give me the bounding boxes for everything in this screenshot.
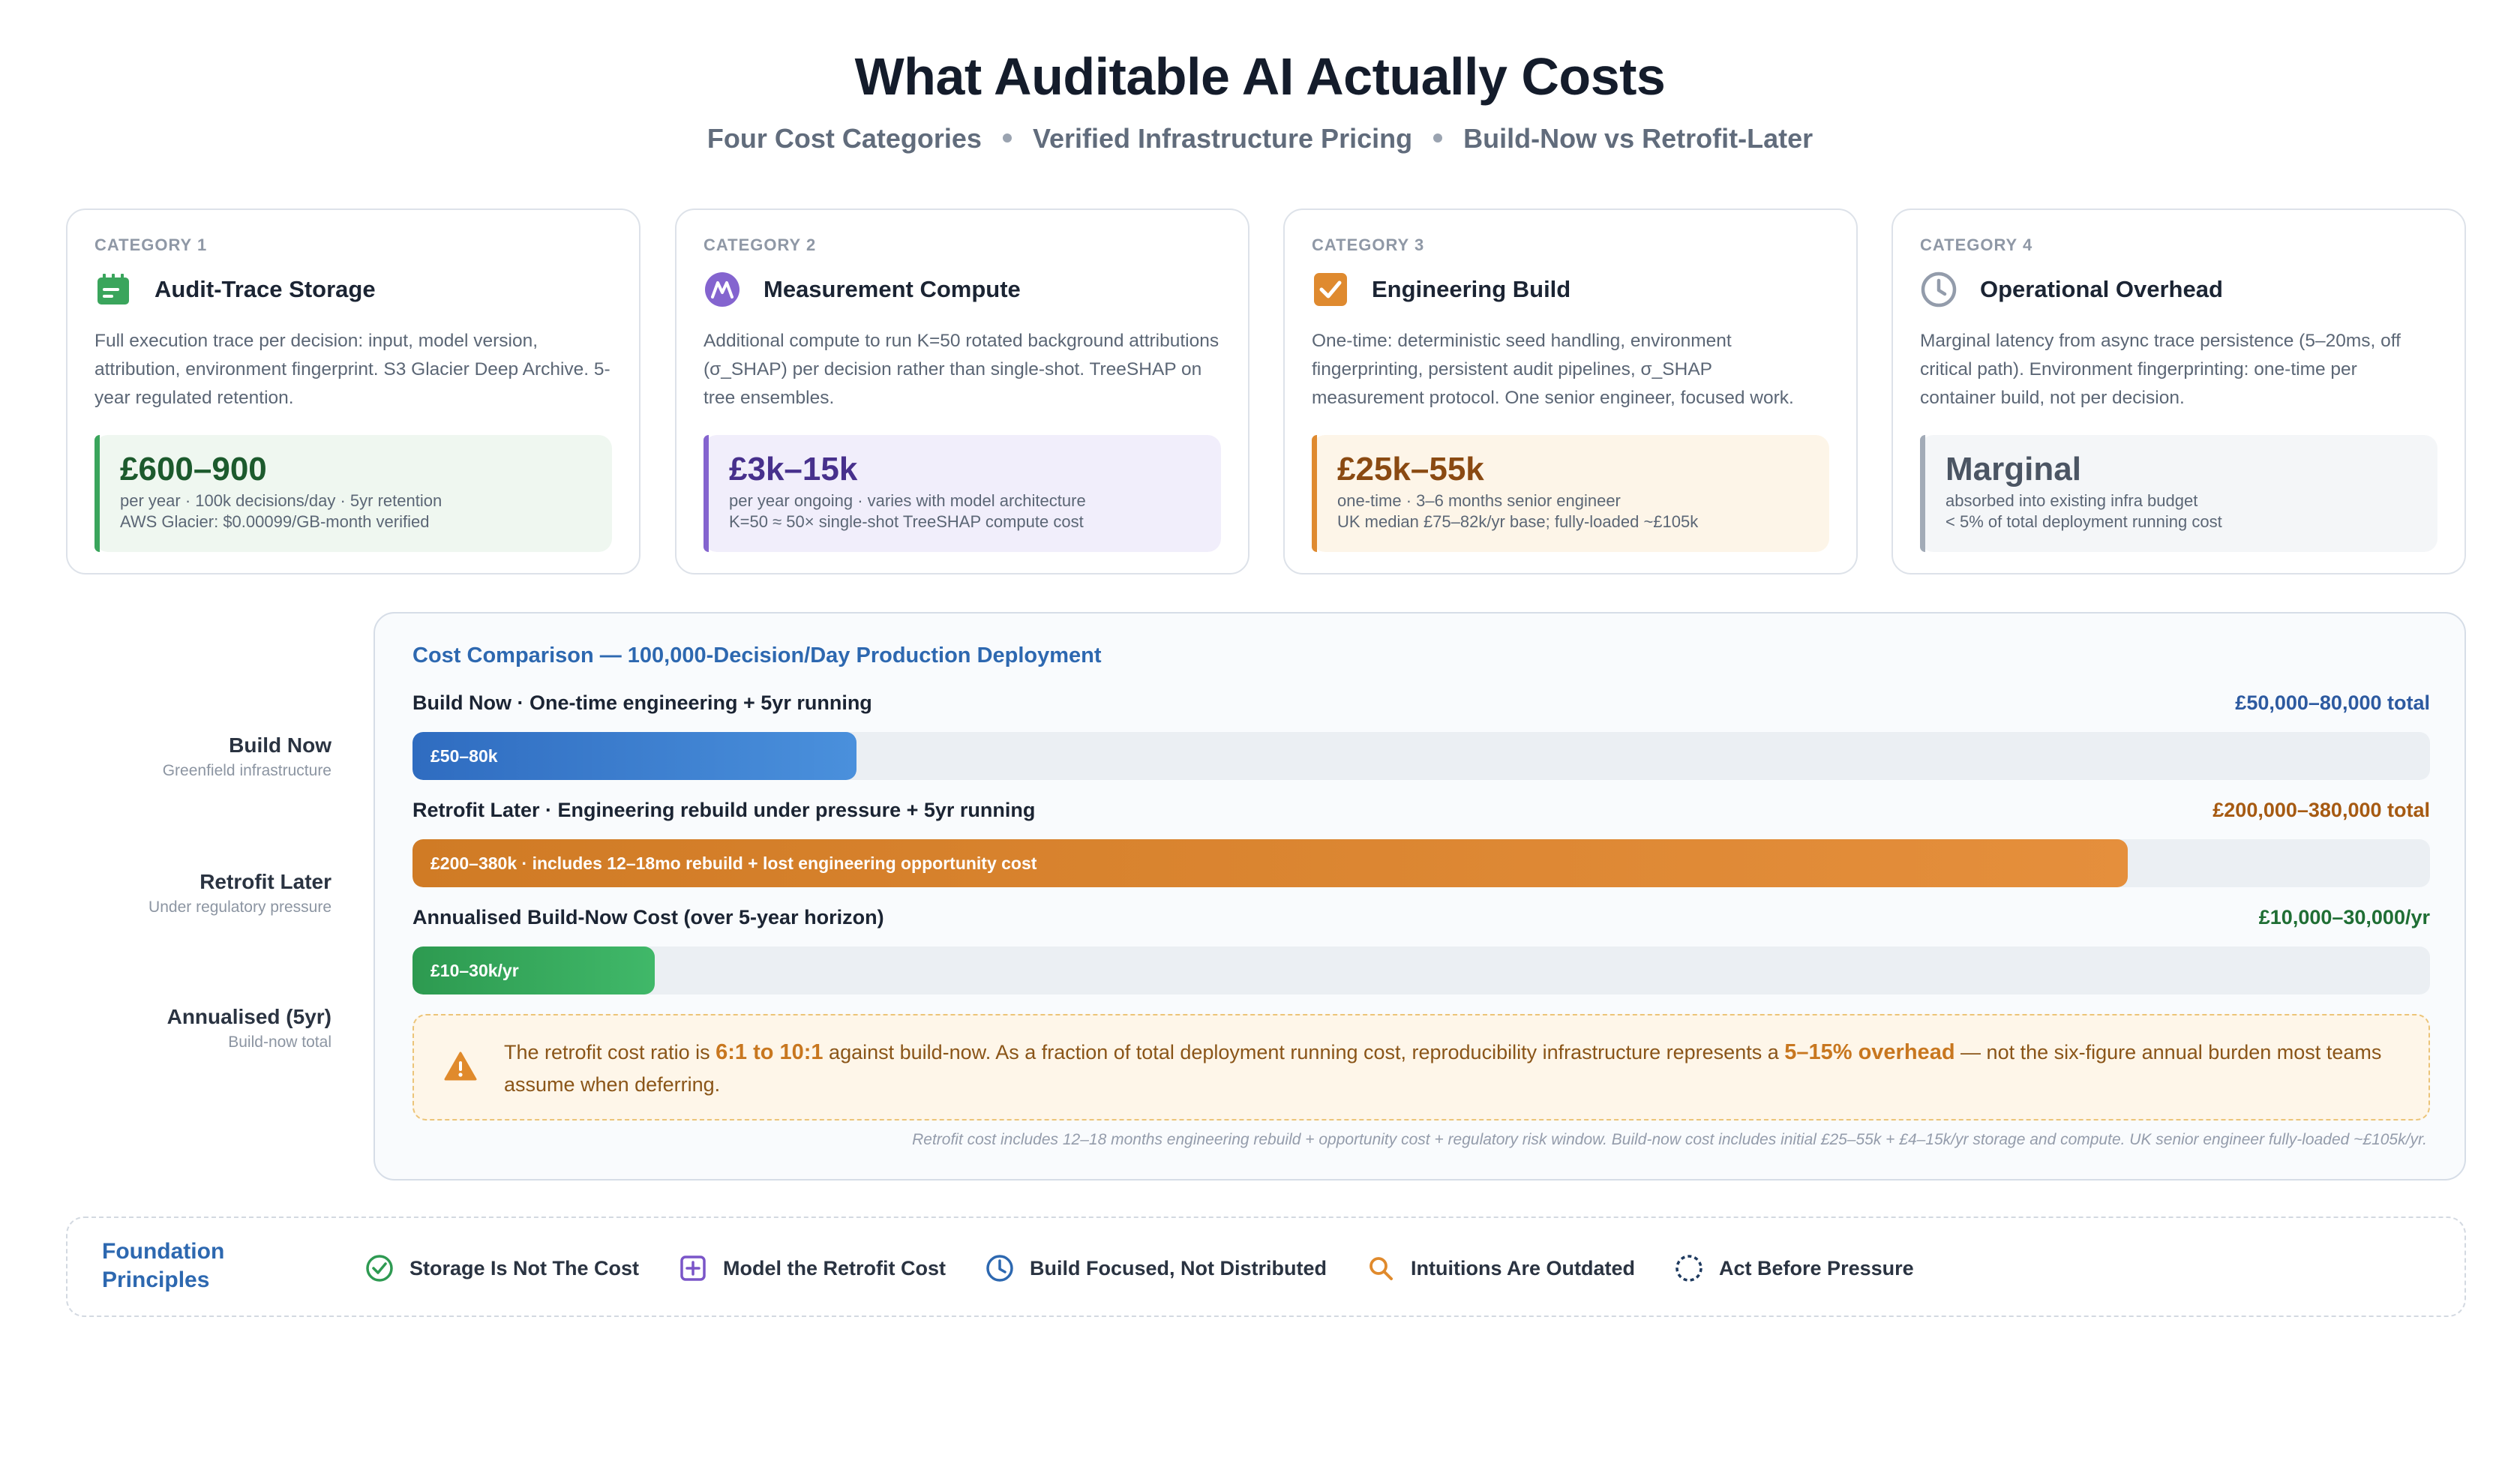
row-label-title: Annualised (5yr) bbox=[166, 1005, 332, 1028]
footnote: Retrofit cost includes 12–18 months engi… bbox=[912, 1131, 2427, 1148]
separator-dot bbox=[1433, 134, 1443, 143]
cost-detail: K=50 ≈ 50× single-shot TreeSHAP compute … bbox=[729, 512, 1084, 531]
compute-icon bbox=[704, 271, 741, 308]
cost-value: £25k–55k bbox=[1337, 451, 1484, 488]
cost-box: £25k–55k one-time · 3–6 months senior en… bbox=[1312, 435, 1829, 552]
category-label: CATEGORY 2 bbox=[704, 236, 817, 254]
clock-icon bbox=[1920, 271, 1958, 308]
category-title: Measurement Compute bbox=[764, 276, 1021, 302]
plus-square-icon bbox=[678, 1253, 708, 1283]
category-card-compute: CATEGORY 2 Measurement Compute Additiona… bbox=[675, 208, 1250, 574]
bar-annualised: Annualised Build-Now Cost (over 5-year h… bbox=[412, 906, 2430, 994]
cost-detail: per year ongoing · varies with model arc… bbox=[729, 491, 1086, 510]
principle-label: Build Focused, Not Distributed bbox=[1030, 1256, 1328, 1280]
principle-label: Storage Is Not The Cost bbox=[410, 1256, 640, 1280]
search-icon bbox=[1366, 1253, 1396, 1283]
cost-box: £3k–15k per year ongoing · varies with m… bbox=[704, 435, 1221, 552]
row-label-title: Build Now bbox=[229, 734, 332, 757]
principle-item: Act Before Pressure bbox=[1674, 1253, 1914, 1283]
bar-total: £10,000–30,000/yr bbox=[2258, 906, 2430, 928]
category-card-engineering: CATEGORY 3 Engineering Build One-time: d… bbox=[1283, 208, 1858, 574]
bar-build-now: Build Now · One-time engineering + 5yr r… bbox=[412, 692, 2430, 780]
category-title: Audit-Trace Storage bbox=[154, 276, 376, 302]
cost-detail: < 5% of total deployment running cost bbox=[1946, 512, 2222, 531]
category-card-storage: CATEGORY 1 Audit-Trace Storage Full exec… bbox=[66, 208, 640, 574]
row-label-build-now: Build Now Greenfield infrastructure bbox=[0, 734, 332, 780]
bar-total: £200,000–380,000 total bbox=[2212, 799, 2430, 821]
category-title: Operational Overhead bbox=[1980, 276, 2223, 302]
cost-comparison-panel: Cost Comparison — 100,000-Decision/Day P… bbox=[374, 612, 2466, 1180]
row-label-annualised: Annualised (5yr) Build-now total bbox=[0, 1005, 332, 1052]
bar-track: £50–80k bbox=[412, 732, 2430, 780]
cost-value: Marginal bbox=[1946, 451, 2081, 488]
subtitle-part: Verified Infrastructure Pricing bbox=[1032, 123, 1413, 154]
bar-track: £10–30k/yr bbox=[412, 946, 2430, 994]
principle-item: Build Focused, Not Distributed bbox=[985, 1253, 1327, 1283]
callout-text: — not the six-figure annual burden most … bbox=[504, 1041, 2382, 1096]
bar-label: Retrofit Later · Engineering rebuild und… bbox=[412, 799, 1036, 821]
principles-title: Foundation Principles bbox=[102, 1239, 225, 1292]
check-circle-icon bbox=[364, 1253, 394, 1283]
principle-item: Intuitions Are Outdated bbox=[1366, 1253, 1635, 1283]
principle-item: Storage Is Not The Cost bbox=[364, 1253, 639, 1283]
category-card-overhead: CATEGORY 4 Operational Overhead Marginal… bbox=[1892, 208, 2466, 574]
bar-track: £200–380k · includes 12–18mo rebuild + l… bbox=[412, 839, 2430, 887]
cost-value: £600–900 bbox=[120, 451, 267, 488]
storage-icon bbox=[94, 271, 132, 308]
warning-icon bbox=[444, 1052, 477, 1091]
principle-label: Model the Retrofit Cost bbox=[723, 1256, 946, 1280]
separator-dot bbox=[1002, 134, 1012, 143]
subtitle-part: Build-Now vs Retrofit-Later bbox=[1463, 123, 1814, 154]
callout-text: The retrofit cost ratio is bbox=[504, 1041, 716, 1064]
checkbox-icon bbox=[1312, 271, 1349, 308]
bar-fill: £50–80k bbox=[412, 732, 856, 780]
bar-label: Build Now · One-time engineering + 5yr r… bbox=[412, 692, 872, 714]
cost-value: £3k–15k bbox=[729, 451, 858, 488]
cost-detail: one-time · 3–6 months senior engineer bbox=[1337, 491, 1621, 510]
category-description: Additional compute to run K=50 rotated b… bbox=[704, 331, 1220, 408]
principle-label: Intuitions Are Outdated bbox=[1411, 1256, 1636, 1280]
dashed-circle-icon bbox=[1674, 1253, 1704, 1283]
bar-label: Annualised Build-Now Cost (over 5-year h… bbox=[412, 906, 884, 928]
category-label: CATEGORY 1 bbox=[94, 236, 208, 254]
callout-text: against build-now. As a fraction of tota… bbox=[823, 1041, 1785, 1064]
row-label-sub: Greenfield infrastructure bbox=[162, 762, 332, 779]
principle-item: Model the Retrofit Cost bbox=[678, 1253, 946, 1283]
bar-total: £50,000–80,000 total bbox=[2235, 692, 2430, 714]
cost-detail: per year · 100k decisions/day · 5yr rete… bbox=[120, 491, 442, 510]
cost-box: Marginal absorbed into existing infra bu… bbox=[1920, 435, 2438, 552]
retrofit-ratio-callout: The retrofit cost ratio is 6:1 to 10:1 a… bbox=[412, 1014, 2430, 1120]
category-label: CATEGORY 3 bbox=[1312, 236, 1425, 254]
category-label: CATEGORY 4 bbox=[1920, 236, 2033, 254]
subtitle-part: Four Cost Categories bbox=[706, 123, 982, 154]
clock-icon bbox=[985, 1253, 1015, 1283]
page-subtitle: Four Cost Categories Verified Infrastruct… bbox=[0, 123, 2520, 154]
row-label-title: Retrofit Later bbox=[200, 870, 332, 893]
cost-detail: AWS Glacier: $0.00099/GB-month verified bbox=[120, 512, 430, 531]
cost-box: £600–900 per year · 100k decisions/day ·… bbox=[94, 435, 612, 552]
page-title: What Auditable AI Actually Costs bbox=[854, 47, 1666, 106]
category-title: Engineering Build bbox=[1372, 276, 1571, 302]
principle-label: Act Before Pressure bbox=[1719, 1256, 1914, 1280]
bar-fill: £200–380k · includes 12–18mo rebuild + l… bbox=[412, 839, 2128, 887]
panel-title: Cost Comparison — 100,000-Decision/Day P… bbox=[412, 644, 1102, 668]
category-description: Marginal latency from async trace persis… bbox=[1920, 331, 2401, 408]
cost-detail: UK median £75–82k/yr base; fully-loaded … bbox=[1337, 512, 1699, 531]
bar-fill: £10–30k/yr bbox=[412, 946, 655, 994]
bar-retrofit-later: Retrofit Later · Engineering rebuild und… bbox=[412, 799, 2430, 887]
foundation-principles: Foundation Principles Storage Is Not The… bbox=[66, 1216, 2466, 1317]
callout-highlight: 6:1 to 10:1 bbox=[716, 1040, 824, 1064]
cost-detail: absorbed into existing infra budget bbox=[1946, 491, 2198, 510]
callout-highlight: 5–15% overhead bbox=[1784, 1040, 1955, 1064]
row-label-retrofit: Retrofit Later Under regulatory pressure bbox=[0, 870, 332, 916]
row-label-sub: Under regulatory pressure bbox=[148, 898, 332, 916]
category-description: Full execution trace per decision: input… bbox=[94, 331, 610, 408]
row-label-sub: Build-now total bbox=[228, 1034, 332, 1051]
category-description: One-time: deterministic seed handling, e… bbox=[1312, 331, 1794, 408]
